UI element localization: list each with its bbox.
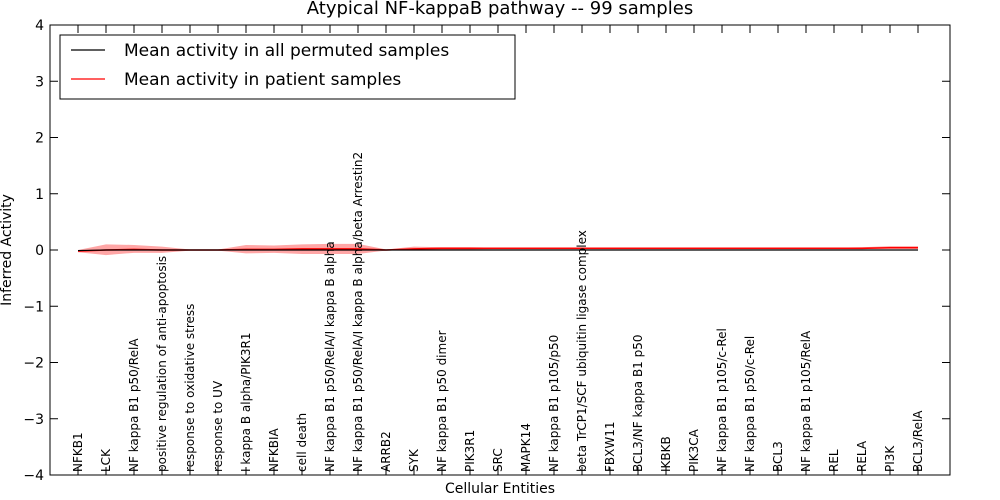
x-tick-label: beta TrCP1/SCF ubiquitin ligase complex	[575, 230, 589, 472]
y-tick-label: 3	[35, 74, 44, 90]
x-tick-label: NF kappa B1 p50/RelA/I kappa B alpha/bet…	[351, 152, 365, 472]
y-tick-label: −4	[23, 468, 44, 484]
x-tick-label: NFKBIA	[267, 427, 281, 472]
x-tick-label: MAPK14	[519, 423, 533, 472]
x-tick-label: NF kappa B1 p50/RelA	[127, 338, 141, 472]
x-tick-label: BCL3/RelA	[911, 410, 925, 472]
y-tick-label: 4	[35, 18, 44, 34]
y-tick-label: 2	[35, 131, 44, 147]
x-axis: NFKB1 LCK NF kappa B1 p50/RelA positive reg…	[71, 25, 925, 475]
legend-label-patient: Mean activity in patient samples	[124, 70, 401, 90]
x-tick-label: NF kappa B1 p105/RelA	[799, 330, 813, 472]
x-tick-label: I kappa B alpha/PIK3R1	[239, 333, 253, 472]
x-tick-label: REL	[827, 449, 841, 472]
x-tick-label: BCL3	[771, 441, 785, 472]
x-tick-label: ARRB2	[379, 431, 393, 472]
x-tick-label: NF kappa B1 p50/RelA/I kappa B alpha	[323, 241, 337, 472]
y-tick-label: −2	[23, 356, 44, 372]
x-tick-label: BCL3/NF kappa B1 p50	[631, 334, 645, 472]
x-tick-label: NF kappa B1 p50 dimer	[435, 330, 449, 472]
x-tick-label: FBXW11	[603, 422, 617, 473]
series-line-permuted	[77, 249, 918, 252]
y-axis-label: Inferred Activity	[0, 194, 15, 306]
legend-box	[59, 34, 516, 100]
x-tick-label: NF kappa B1 p50/c-Rel	[743, 336, 757, 472]
y-tick-label: −1	[23, 299, 44, 315]
x-tick-label: cell death	[295, 413, 309, 472]
x-tick-label: LCK	[99, 448, 113, 472]
x-tick-label: PI3K	[883, 445, 897, 472]
x-tick-label: RELA	[855, 440, 869, 472]
y-tick-label: 0	[35, 243, 44, 259]
x-tick-label: PIK3R1	[463, 430, 477, 472]
chart-title: Atypical NF-kappaB pathway -- 99 samples	[307, 0, 693, 19]
y-axis: −4 −3 −2 −1 0 1 2 3 4	[23, 18, 950, 484]
patient-activity-band	[78, 243, 918, 256]
x-tick-label: NF kappa B1 p105/p50	[547, 335, 561, 472]
x-axis-label: Cellular Entities	[445, 481, 555, 497]
plot-area	[77, 243, 918, 256]
x-tick-label: IKBKB	[659, 436, 673, 472]
legend: Mean activity in all permuted samples Me…	[59, 34, 516, 100]
x-tick-label: positive regulation of anti-apoptosis	[155, 256, 169, 472]
x-tick-label: NFKB1	[71, 432, 85, 472]
x-tick-label: response to UV	[211, 380, 225, 472]
x-tick-label: NF kappa B1 p105/c-Rel	[715, 328, 729, 472]
x-tick-label: SRC	[491, 448, 505, 472]
legend-label-permuted: Mean activity in all permuted samples	[124, 41, 449, 61]
y-tick-label: 1	[35, 187, 44, 203]
x-tick-label: PIK3CA	[687, 428, 701, 472]
x-tick-label: response to oxidative stress	[183, 304, 197, 472]
x-tick-label: SYK	[407, 448, 421, 472]
y-tick-label: −3	[23, 412, 44, 428]
